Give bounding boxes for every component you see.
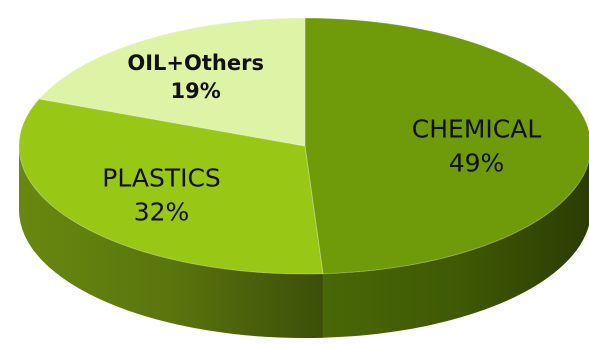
slice-label-chemical: CHEMICAL — [412, 115, 542, 144]
slice-value-oil-others: 19% — [171, 79, 221, 103]
slice-label-oil-others: OIL+Others — [127, 51, 264, 75]
pie-side-shade-chemical — [322, 160, 589, 338]
pie-labels: CHEMICAL 49% PLASTICS 32% OIL+Others 19% — [102, 51, 541, 227]
pie-slice-plastics — [18, 98, 324, 275]
pie-slice-oil-others — [38, 17, 306, 147]
pie-slice-chemical — [304, 17, 589, 275]
slice-label-plastics: PLASTICS — [102, 164, 221, 193]
pie-side-shade-plastics — [19, 146, 323, 338]
pie-top — [18, 17, 589, 275]
slice-value-plastics: 32% — [134, 198, 190, 227]
pie-depth — [19, 146, 589, 338]
slice-value-chemical: 49% — [449, 149, 505, 178]
